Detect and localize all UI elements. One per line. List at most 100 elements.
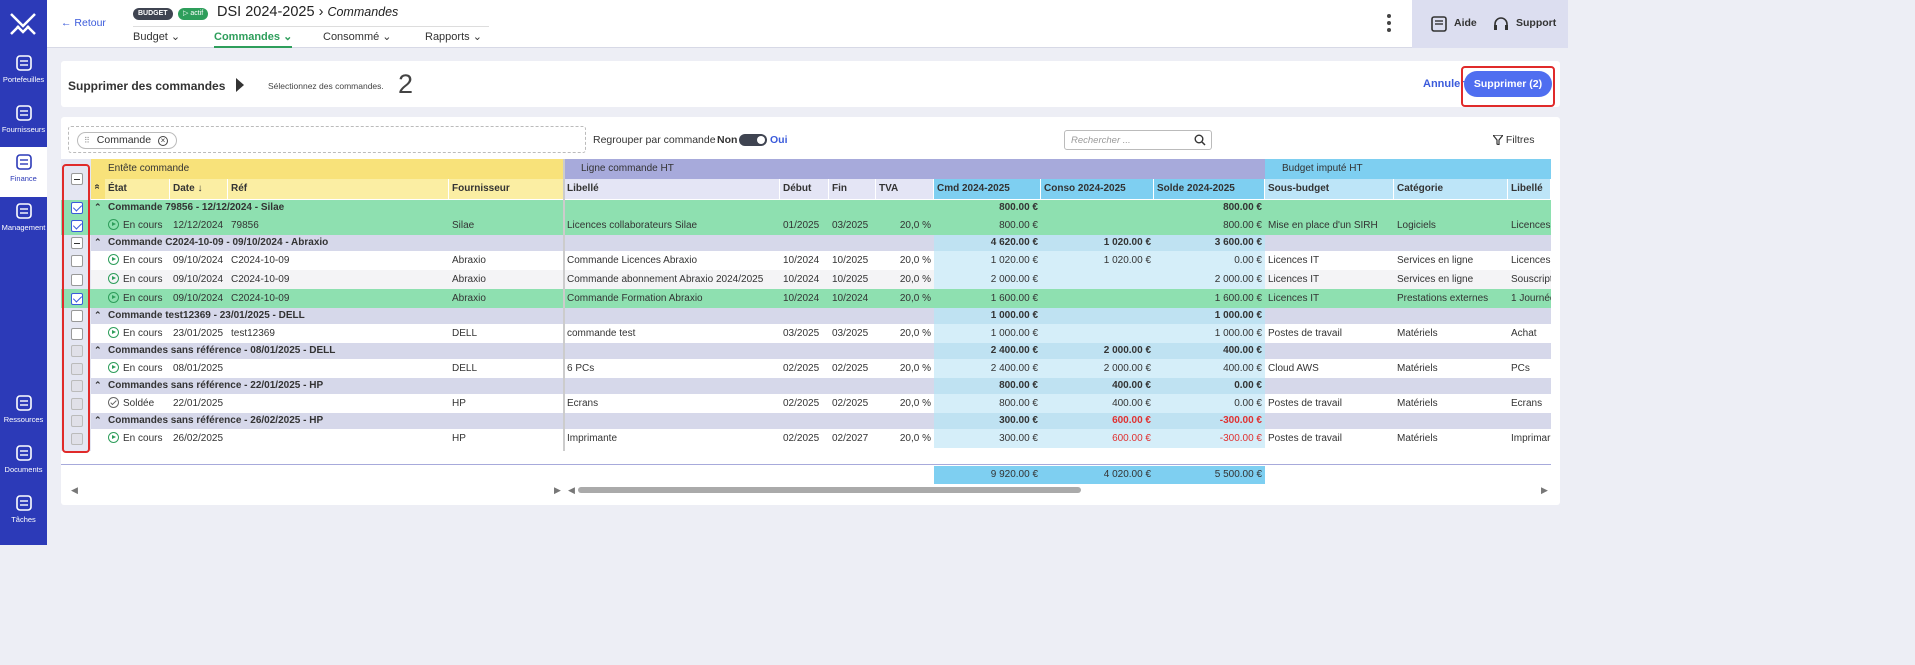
sidebar-item-fournisseurs[interactable]: Fournisseurs: [0, 103, 47, 134]
col-fournisseur[interactable]: Fournisseur: [449, 179, 564, 199]
collapse-chevron-icon[interactable]: ⌃: [94, 345, 102, 355]
supplier-cell: DELL: [452, 363, 478, 374]
sidebar-item-documents[interactable]: Documents: [0, 443, 47, 474]
cmd-amount-cell: 800.00 €: [999, 220, 1038, 231]
col-libelle-budget[interactable]: Libellé: [1508, 179, 1551, 199]
scroll-left-icon[interactable]: ◀: [71, 485, 78, 495]
col-date[interactable]: Date ↓: [170, 179, 228, 199]
table-row[interactable]: En cours 26/02/2025 HP Imprimante 02/2025 02/…: [61, 429, 1551, 448]
collapse-chevron-icon[interactable]: ⌃: [94, 202, 102, 212]
col-tva[interactable]: TVA: [876, 179, 934, 199]
solde-amount-cell: 1 000.00 €: [1214, 328, 1262, 339]
scroll-right-icon[interactable]: ▶: [554, 485, 561, 495]
group-label: Commande 79856 - 12/12/2024 - Silae: [108, 202, 285, 213]
sidebar-item-label: Ressources: [3, 415, 44, 424]
group-row[interactable]: ⌃ Commandes sans référence - 26/02/2025 -…: [61, 413, 1551, 429]
cancel-button[interactable]: Annuler: [1423, 78, 1465, 90]
delete-button[interactable]: Supprimer (2): [1464, 71, 1552, 97]
solde-amount-cell: 2 000.00 €: [1214, 274, 1262, 285]
group-toggle[interactable]: [739, 134, 767, 146]
group-row[interactable]: ⌃ Commande C2024-10-09 - 09/10/2024 - Abr…: [61, 235, 1551, 251]
scroll-right-icon-2[interactable]: ▶: [1541, 485, 1548, 495]
group-row[interactable]: ⌃ Commandes sans référence - 08/01/2025 -…: [61, 343, 1551, 359]
solde-amount-cell: 0.00 €: [1234, 398, 1262, 409]
col-fin[interactable]: Fin: [829, 179, 876, 199]
table-row[interactable]: En cours 09/10/2024 C2024-10-09 Abraxio Comm…: [61, 251, 1551, 270]
col-ref[interactable]: Réf: [228, 179, 449, 199]
table-row[interactable]: Soldée 22/01/2025 HP Ecrans 02/2025 02/2025 20…: [61, 394, 1551, 413]
users-icon: [15, 203, 32, 219]
row-checkbox[interactable]: [71, 219, 83, 232]
filters-button[interactable]: Filtres: [1491, 134, 1535, 147]
app-logo[interactable]: [7, 8, 39, 40]
group-dropzone[interactable]: ⠿ Commande ×: [68, 126, 586, 153]
status-label: En cours: [123, 274, 163, 285]
line-label-cell: 6 PCs: [567, 363, 595, 374]
col-sous-budget[interactable]: Sous-budget: [1265, 179, 1394, 199]
collapse-chevron-icon[interactable]: ⌃: [94, 237, 102, 247]
table-row[interactable]: En cours 08/01/2025 DELL 6 PCs 02/2025 02/202…: [61, 359, 1551, 378]
search-icon[interactable]: [1194, 134, 1206, 146]
col-cmd[interactable]: Cmd 2024-2025: [934, 179, 1041, 199]
search-input[interactable]: Rechercher ...: [1071, 135, 1131, 146]
collapse-all-icon[interactable]: «: [91, 183, 103, 190]
tab-consomme[interactable]: Consommé ⌄: [323, 31, 392, 43]
col-categorie[interactable]: Catégorie: [1394, 179, 1508, 199]
conso-amount-cell: 2 000.00 €: [1103, 345, 1151, 356]
more-menu-icon[interactable]: [1387, 14, 1393, 36]
sidebar-item-management[interactable]: Management: [0, 201, 47, 232]
table-row[interactable]: En cours 23/01/2025 test12369 DELL commande …: [61, 324, 1551, 343]
collapse-chevron-icon[interactable]: ⌃: [94, 415, 102, 425]
play-circle-icon: [108, 291, 119, 303]
row-checkbox: [71, 345, 83, 357]
row-checkbox[interactable]: [71, 237, 83, 249]
sidebar-item-tches[interactable]: Tâches: [0, 493, 47, 524]
sub-budget-cell: Licences IT: [1268, 274, 1320, 285]
sidebar-item-finance[interactable]: Finance: [0, 147, 47, 197]
date-cell: 09/10/2024: [173, 293, 224, 304]
col-libelle[interactable]: Libellé: [564, 179, 780, 199]
row-checkbox[interactable]: [71, 202, 83, 214]
row-checkbox[interactable]: [71, 310, 83, 322]
row-checkbox[interactable]: [71, 327, 83, 340]
table-row[interactable]: En cours 09/10/2024 C2024-10-09 Abraxio Comm…: [61, 289, 1551, 308]
help-button[interactable]: Aide: [1454, 17, 1477, 29]
col-debut[interactable]: Début: [780, 179, 829, 199]
sidebar-item-portefeuilles[interactable]: Portefeuilles: [0, 53, 47, 84]
row-checkbox[interactable]: [71, 292, 83, 305]
play-circle-icon: [108, 272, 119, 284]
supplier-cell: HP: [452, 398, 466, 409]
status-label: En cours: [123, 433, 163, 444]
table-row[interactable]: En cours 12/12/2024 79856 Silae Licences col…: [61, 216, 1551, 235]
group-row[interactable]: ⌃ Commandes sans référence - 22/01/2025 -…: [61, 378, 1551, 394]
search-box[interactable]: Rechercher ...: [1064, 130, 1212, 150]
col-etat[interactable]: État: [105, 179, 170, 199]
tab-commandes[interactable]: Commandes ⌄: [214, 30, 293, 48]
collapse-chevron-icon[interactable]: ⌃: [94, 380, 102, 390]
drag-handle-icon[interactable]: ⠿: [84, 136, 90, 145]
sidebar-item-label: Fournisseurs: [1, 125, 46, 134]
tab-rapports[interactable]: Rapports ⌄: [425, 31, 482, 43]
table-row[interactable]: En cours 09/10/2024 C2024-10-09 Abraxio Comm…: [61, 270, 1551, 289]
tab-budget[interactable]: Budget ⌄: [133, 31, 181, 43]
group-row[interactable]: ⌃ Commande 79856 - 12/12/2024 - Silae 800.…: [61, 200, 1551, 216]
row-checkbox[interactable]: [71, 254, 83, 267]
orders-grid: Entête commande Ligne commande HT Budget i…: [61, 159, 1551, 484]
group-row[interactable]: ⌃ Commande test12369 - 23/01/2025 - DELL 1…: [61, 308, 1551, 324]
amount-band: [934, 343, 1265, 359]
end-cell: 10/2024: [832, 293, 869, 304]
conso-amount-cell: 600.00 €: [1112, 433, 1151, 444]
back-link[interactable]: ← Retour: [61, 17, 106, 29]
row-checkbox[interactable]: [71, 273, 83, 286]
horizontal-scrollbar[interactable]: [578, 487, 1081, 493]
close-icon[interactable]: ×: [157, 136, 168, 146]
scroll-left-icon-2[interactable]: ◀: [568, 485, 575, 495]
col-conso[interactable]: Conso 2024-2025: [1041, 179, 1154, 199]
group-chip[interactable]: ⠿ Commande ×: [77, 132, 177, 149]
category-cell: Services en ligne: [1397, 274, 1474, 285]
collapse-chevron-icon[interactable]: ⌃: [94, 310, 102, 320]
col-solde[interactable]: Solde 2024-2025: [1154, 179, 1265, 199]
support-button[interactable]: Support: [1516, 17, 1557, 29]
sidebar-item-ressources[interactable]: Ressources: [0, 393, 47, 424]
select-all-checkbox[interactable]: [71, 173, 83, 185]
